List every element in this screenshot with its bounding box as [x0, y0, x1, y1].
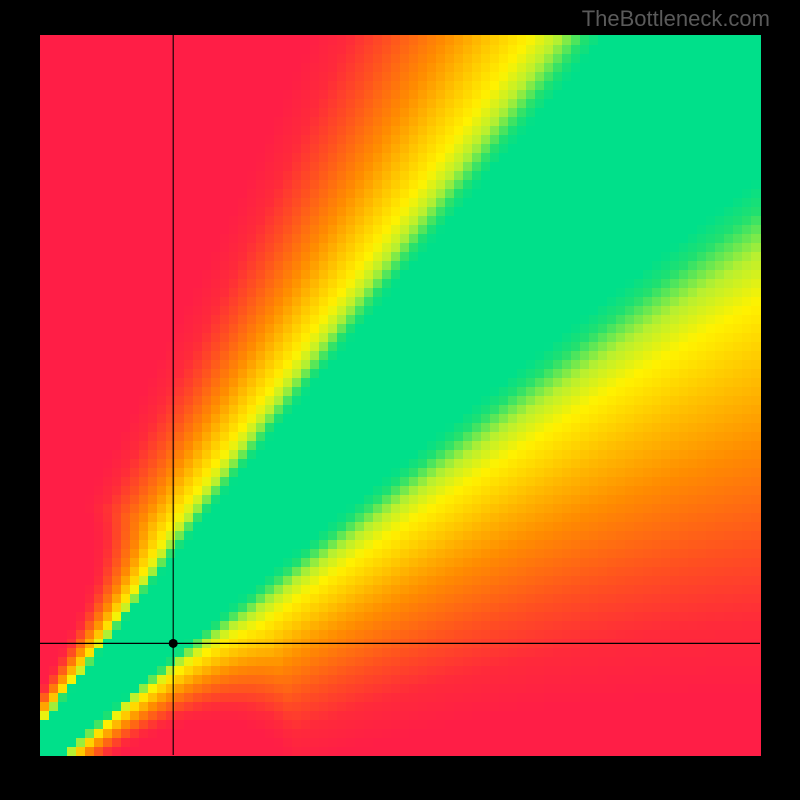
bottleneck-heatmap — [0, 0, 800, 800]
watermark-text: TheBottleneck.com — [582, 6, 770, 32]
